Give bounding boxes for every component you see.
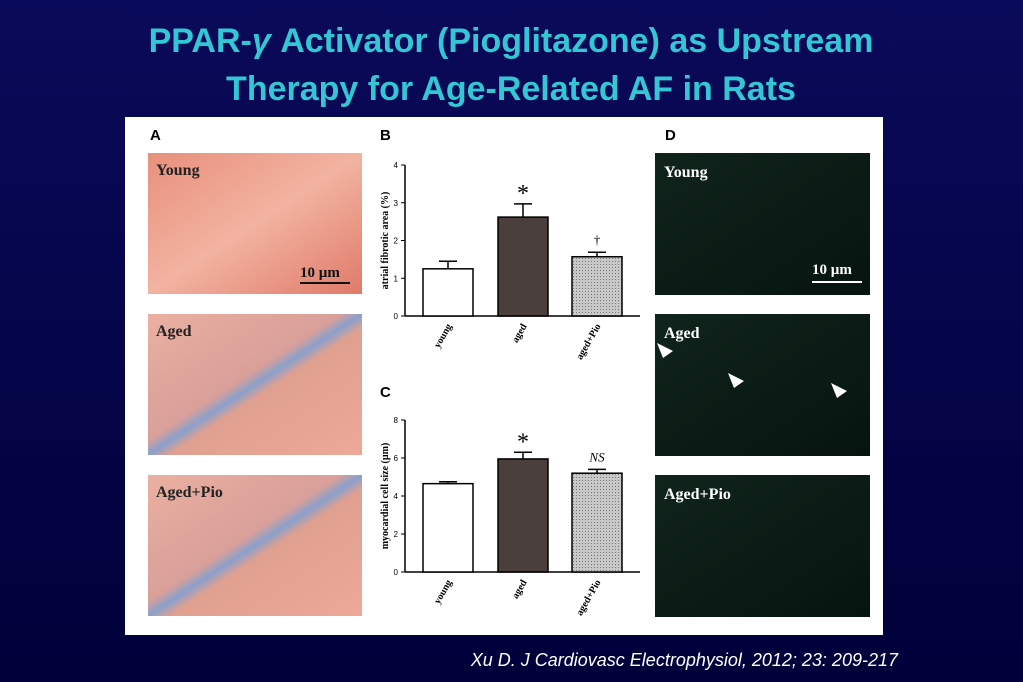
arrowhead xyxy=(657,343,673,358)
bar xyxy=(497,458,549,573)
image-label: Young xyxy=(156,162,200,179)
micrograph xyxy=(148,153,362,294)
y-tick-label: 1 xyxy=(394,274,399,283)
micrograph xyxy=(148,475,362,616)
error-bar xyxy=(588,251,606,257)
annotation: NS xyxy=(588,449,605,464)
citation: Xu D. J Cardiovasc Electrophysiol, 2012;… xyxy=(470,650,899,670)
panel-letter: C xyxy=(380,384,391,401)
title-line-2: Therapy for Age-Related AF in Rats xyxy=(226,70,796,108)
panel-letter: D xyxy=(665,127,676,144)
title-line-1: PPAR-γ Activator (Pioglitazone) as Upstr… xyxy=(149,22,874,60)
y-tick-label: 0 xyxy=(394,312,399,321)
image-label: Aged xyxy=(156,323,192,340)
y-tick-label: 0 xyxy=(394,568,399,577)
error-bar xyxy=(439,260,457,269)
image-label: Aged xyxy=(664,325,700,342)
panel-letter: A xyxy=(150,127,161,144)
image-label: Aged+Pio xyxy=(664,486,731,503)
y-tick-label: 2 xyxy=(394,237,399,246)
bar xyxy=(497,216,549,317)
bar xyxy=(422,268,474,317)
annotation: * xyxy=(517,181,529,207)
image-label: Young xyxy=(664,164,708,181)
y-tick-label: 8 xyxy=(394,416,399,425)
y-tick-label: 4 xyxy=(394,492,399,501)
y-tick-label: 6 xyxy=(394,454,399,463)
image-label: Aged+Pio xyxy=(156,484,223,501)
error-bar xyxy=(514,451,532,459)
title-part: γ xyxy=(252,22,273,60)
error-bar xyxy=(514,203,532,218)
y-axis-label: myocardial cell size (µm) xyxy=(380,443,391,550)
error-bar xyxy=(439,481,457,484)
y-tick-label: 4 xyxy=(394,161,399,170)
arrowhead xyxy=(831,383,847,398)
micrograph xyxy=(148,314,362,455)
bar xyxy=(571,472,623,573)
panel-letter: B xyxy=(380,127,391,144)
annotation: * xyxy=(517,429,529,455)
y-axis-label: atrial fibrotic area (%) xyxy=(380,192,391,290)
title-part: Activator (Pioglitazone) as Upstream xyxy=(271,22,874,60)
micrograph xyxy=(655,475,870,617)
scale-label: 10 µm xyxy=(812,262,852,278)
bar xyxy=(571,255,623,317)
scale-label: 10 µm xyxy=(300,265,340,281)
y-tick-label: 3 xyxy=(394,199,399,208)
title-part: PPAR- xyxy=(149,22,252,60)
arrowhead xyxy=(728,373,744,388)
bar xyxy=(422,482,474,573)
micrograph xyxy=(655,153,870,295)
y-tick-label: 2 xyxy=(394,530,399,539)
annotation: † xyxy=(594,232,601,247)
error-bar xyxy=(588,468,606,474)
